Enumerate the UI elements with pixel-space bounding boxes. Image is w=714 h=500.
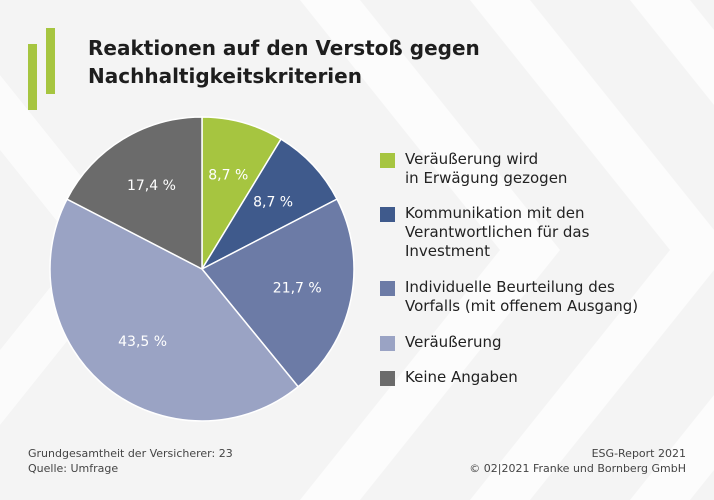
pie-slice: [49, 198, 300, 422]
footer-right: ESG-Report 2021 © 02|2021 Franke und Bor…: [469, 446, 686, 476]
slice-value-label: 8,7 %: [253, 195, 293, 211]
pie-slice: [200, 198, 355, 388]
logo-bars: [28, 28, 64, 112]
legend-label-line: Verantwortlichen für das: [405, 223, 590, 241]
slice-value-label: 43,5 %: [118, 334, 167, 350]
pie-slice: [65, 116, 203, 271]
chart-title-line: Reaktionen auf den Verstoß gegen: [88, 36, 480, 60]
footer-source: Quelle: Umfrage: [28, 462, 119, 475]
legend-item: Keine Angaben: [380, 368, 695, 387]
chart-title: Reaktionen auf den Verstoß gegen Nachhal…: [88, 34, 688, 90]
logo-bar: [46, 28, 55, 94]
pie-slice: [201, 116, 283, 272]
chevron-shape: [300, 0, 560, 500]
legend-label: Veräußerung wird in Erwägung gezogen: [405, 150, 695, 188]
legend-item: Veräußerung: [380, 333, 695, 352]
legend-label-line: Individuelle Beurteilung des: [405, 278, 615, 296]
logo-bar: [28, 44, 37, 110]
legend-swatch: [380, 153, 395, 168]
legend-swatch: [380, 371, 395, 386]
footer-sample-size: Grundgesamtheit der Versicherer: 23: [28, 447, 233, 460]
legend-swatch: [380, 207, 395, 222]
legend-label-line: Keine Angaben: [405, 368, 518, 386]
footer-copyright: © 02|2021 Franke und Bornberg GmbH: [469, 462, 686, 475]
legend-label: Keine Angaben: [405, 368, 695, 387]
chevron-shape: [470, 0, 714, 500]
legend-label: Kommunikation mit den Verantwortlichen f…: [405, 204, 695, 261]
legend-label-line: Vorfalls (mit offenem Ausgang): [405, 297, 639, 315]
legend-item: Veräußerung wird in Erwägung gezogen: [380, 150, 695, 188]
slice-value-label: 17,4 %: [127, 178, 176, 194]
legend-swatch: [380, 281, 395, 296]
legend-label: Individuelle Beurteilung des Vorfalls (m…: [405, 278, 695, 316]
slice-value-label: 21,7 %: [273, 281, 322, 297]
chart-title-line: Nachhaltigkeitskriterien: [88, 64, 362, 88]
legend-swatch: [380, 336, 395, 351]
legend-label-line: Investment: [405, 242, 490, 260]
legend-item: Individuelle Beurteilung des Vorfalls (m…: [380, 278, 695, 316]
legend-item: Kommunikation mit den Verantwortlichen f…: [380, 204, 695, 261]
legend-label-line: Veräußerung: [405, 333, 502, 351]
footer-left: Grundgesamtheit der Versicherer: 23 Quel…: [28, 446, 233, 476]
chevron-shape: [0, 75, 140, 425]
slice-value-label: 8,7 %: [208, 167, 248, 183]
footer-report: ESG-Report 2021: [591, 447, 686, 460]
legend-label-line: Kommunikation mit den: [405, 204, 585, 222]
legend-label-line: Veräußerung wird: [405, 150, 539, 168]
legend-label-line: in Erwägung gezogen: [405, 169, 568, 187]
legend-label: Veräußerung: [405, 333, 695, 352]
chevron-shape: [630, 0, 714, 500]
pie-slice: [199, 138, 339, 271]
